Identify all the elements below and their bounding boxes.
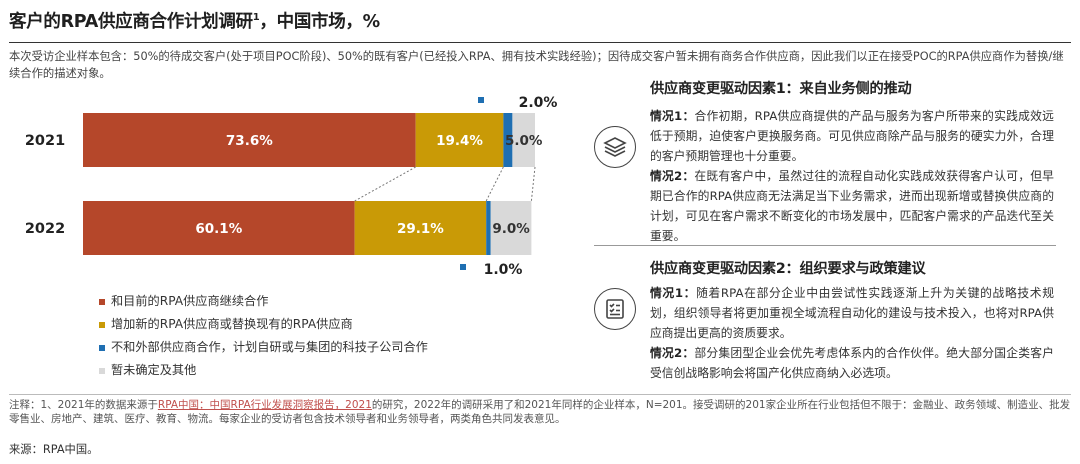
legend-swatch-replace bbox=[99, 321, 105, 328]
connector-line bbox=[485, 166, 504, 202]
driver1-case2: 情况2：在既有客户中，虽然过往的流程自动化实践成效获得客户认可，但早期已合作的R… bbox=[650, 166, 1054, 246]
driver1-title: 供应商变更驱动因素1：来自业务侧的推动 bbox=[650, 81, 912, 97]
driver2-body: 情况1：随着RPA在部分企业中由尝试性实践逐渐上升为关键的战略技术规划，组织领导… bbox=[650, 283, 1054, 383]
checklist-icon bbox=[594, 288, 636, 330]
data-label: 5.0% bbox=[505, 133, 543, 149]
bar-segment bbox=[354, 201, 487, 255]
data-label: 29.1% bbox=[397, 221, 444, 237]
legend-label-replace: 增加新的RPA供应商或替换现有的RPA供应商 bbox=[111, 317, 353, 331]
data-label: 19.4% bbox=[436, 133, 483, 149]
driver1-case1-label: 情况1： bbox=[650, 109, 695, 123]
label-marker bbox=[478, 97, 484, 103]
driver2-case1: 情况1：随着RPA在部分企业中由尝试性实践逐渐上升为关键的战略技术规划，组织领导… bbox=[650, 283, 1054, 343]
driver1-body: 情况1：合作初期，RPA供应商提供的产品与服务为客户所带来的实践成效远低于预期，… bbox=[650, 106, 1054, 246]
page-title: 客户的RPA供应商合作计划调研1，中国市场，% bbox=[9, 12, 380, 32]
label-marker bbox=[460, 264, 466, 270]
bar-segment bbox=[486, 201, 491, 255]
category-label: 2022 bbox=[25, 221, 65, 237]
driver1-case2-label: 情况2： bbox=[650, 169, 695, 183]
data-label: 1.0% bbox=[484, 262, 523, 278]
data-label: 2.0% bbox=[519, 95, 558, 111]
chart-legend: 和目前的RPA供应商继续合作 增加新的RPA供应商或替换现有的RPA供应商 不和… bbox=[99, 290, 428, 382]
driver2-case2-text: 部分集团型企业会优先考虑体系内的合作伙伴。绝大部分国企类客户受信创战略影响会将国… bbox=[650, 346, 1054, 380]
bar-segment bbox=[415, 113, 504, 167]
bar-segment bbox=[503, 113, 513, 167]
legend-swatch-own bbox=[99, 344, 105, 351]
legend-item-continue: 和目前的RPA供应商继续合作 bbox=[99, 290, 428, 313]
stacked-bar-chart: 2021 73.6% 19.4% 5.0% 2022 60.1% 29.1% 9.0% 2.0%… bbox=[25, 95, 558, 278]
connector-line bbox=[354, 166, 416, 202]
legend-label-continue: 和目前的RPA供应商继续合作 bbox=[111, 294, 269, 308]
section-divider bbox=[594, 245, 1056, 246]
legend-item-undecided: 暂未确定及其他 bbox=[99, 359, 428, 382]
legend-label-undecided: 暂未确定及其他 bbox=[111, 363, 197, 377]
source-text: 来源：RPA中国。 bbox=[9, 443, 99, 456]
legend-swatch-undecided bbox=[99, 367, 105, 374]
driver2-title: 供应商变更驱动因素2：组织要求与政策建议 bbox=[650, 261, 926, 277]
data-label: 73.6% bbox=[226, 133, 273, 149]
data-label: 60.1% bbox=[195, 221, 242, 237]
bar-segment bbox=[512, 113, 535, 167]
driver1-case1-text: 合作初期，RPA供应商提供的产品与服务为客户所带来的实践成效远低于预期，迫使客户… bbox=[650, 109, 1054, 163]
data-stack-icon bbox=[594, 126, 636, 168]
data-label: 9.0% bbox=[492, 221, 530, 237]
bar-segment bbox=[83, 201, 355, 255]
legend-item-own: 不和外部供应商合作，计划自研或与集团的科技子公司合作 bbox=[99, 336, 428, 359]
report-link[interactable]: RPA中国：中国RPA行业发展洞察报告，2021 bbox=[157, 399, 372, 411]
bar-segment bbox=[83, 113, 416, 167]
driver2-case2-label: 情况2： bbox=[650, 346, 695, 360]
driver2-case2: 情况2：部分集团型企业会优先考虑体系内的合作伙伴。绝大部分国企类客户受信创战略影… bbox=[650, 343, 1054, 383]
intro-text: 本次受访企业样本包含：50%的待成交客户(处于项目POC阶段)、50%的既有客户… bbox=[9, 50, 1064, 80]
driver1-case2-text: 在既有客户中，虽然过往的流程自动化实践成效获得客户认可，但早期已合作的RPA供应… bbox=[650, 169, 1054, 243]
footnotes: 注释：1、2021年的数据来源于RPA中国：中国RPA行业发展洞察报告，2021… bbox=[9, 399, 1071, 425]
footer-divider bbox=[9, 394, 1071, 395]
bar-segment bbox=[490, 201, 532, 255]
category-label: 2021 bbox=[25, 133, 65, 149]
connector-line bbox=[530, 166, 536, 202]
legend-label-own: 不和外部供应商合作，计划自研或与集团的科技子公司合作 bbox=[111, 340, 428, 354]
driver2-case1-label: 情况1： bbox=[650, 286, 697, 300]
legend-swatch-continue bbox=[99, 298, 105, 305]
driver1-case1: 情况1：合作初期，RPA供应商提供的产品与服务为客户所带来的实践成效远低于预期，… bbox=[650, 106, 1054, 166]
title-divider bbox=[9, 42, 1071, 43]
legend-item-replace: 增加新的RPA供应商或替换现有的RPA供应商 bbox=[99, 313, 428, 336]
driver2-case1-text: 随着RPA在部分企业中由尝试性实践逐渐上升为关键的战略技术规划，组织领导者将更加… bbox=[650, 286, 1054, 340]
